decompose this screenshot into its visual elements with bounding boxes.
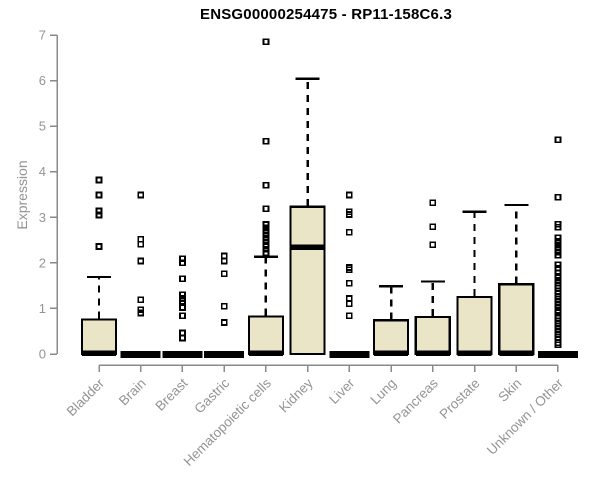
boxplot-liver	[329, 191, 370, 358]
outlier-point	[554, 248, 562, 256]
boxplot-pancreas	[414, 199, 451, 356]
outlier-point	[262, 205, 270, 212]
outlier-point	[220, 270, 228, 278]
outlier-point	[429, 223, 437, 231]
outlier-point	[179, 275, 186, 283]
x-tick-label-kidney: Kidney	[276, 375, 316, 415]
outlier-point	[346, 295, 353, 302]
outlier-point	[554, 276, 562, 284]
outlier-point	[262, 242, 270, 249]
outlier-point	[179, 295, 186, 302]
outlier-point	[137, 257, 145, 265]
y-tick-label: 3	[39, 210, 46, 225]
outlier-point	[179, 259, 186, 267]
boxplot-skin	[498, 203, 535, 356]
outlier-point	[554, 261, 562, 269]
outlier-point	[95, 191, 103, 199]
outlier-point	[346, 300, 353, 308]
y-axis: 0 1 2 3 4 5 6 7	[39, 28, 58, 362]
boxplot-bladder	[80, 176, 118, 356]
outlier-point	[262, 137, 270, 145]
outlier-point	[179, 312, 186, 320]
y-tick-label: 4	[39, 164, 46, 179]
outlier-point	[220, 302, 228, 310]
boxplot-lung	[372, 284, 410, 356]
x-tick-label-unknown-other: Unknown / Other	[484, 375, 567, 458]
outlier-point	[220, 319, 228, 326]
outlier-point	[137, 191, 145, 199]
y-tick-label: 1	[39, 301, 46, 316]
outlier-point	[262, 231, 270, 238]
outlier-point	[262, 234, 270, 242]
outlier-point	[95, 243, 103, 250]
boxplot-prostate	[456, 210, 493, 356]
outlier-point	[262, 221, 270, 228]
boxplot-unknown-other	[537, 136, 578, 358]
outlier-point	[179, 255, 186, 263]
boxplot-gastric	[204, 252, 245, 358]
outlier-point	[262, 249, 270, 257]
boxplot-brain	[120, 191, 161, 358]
x-tick-label-pancreas: Pancreas	[390, 375, 441, 426]
x-tick-label-breast: Breast	[152, 375, 190, 413]
outlier-point	[95, 207, 103, 215]
x-tick-label-brain: Brain	[116, 376, 149, 409]
outlier-point	[554, 234, 562, 242]
chart-title: ENSG00000254475 - RP11-158C6.3	[199, 6, 452, 23]
outlier-point	[346, 208, 353, 216]
outlier-point	[179, 304, 186, 311]
outlier-point	[220, 252, 228, 260]
y-tick-label: 6	[39, 73, 46, 88]
outlier-point	[262, 238, 270, 246]
outlier-point	[554, 264, 562, 272]
x-tick-label-bladder: Bladder	[64, 375, 108, 419]
outlier-point	[554, 220, 562, 228]
x-tick-label-prostate: Prostate	[437, 376, 483, 422]
outlier-point	[137, 296, 145, 304]
x-tick-label-skin: Skin	[495, 376, 524, 405]
outlier-point	[179, 291, 186, 299]
y-tick-label: 5	[39, 119, 46, 134]
outlier-point	[554, 244, 562, 252]
outlier-point	[95, 176, 103, 184]
outlier-point	[554, 273, 562, 280]
boxplot-breast	[162, 255, 203, 358]
outlier-point	[554, 314, 562, 322]
outlier-point	[346, 264, 353, 271]
x-tick-label-liver: Liver	[326, 375, 358, 407]
outlier-point	[262, 245, 270, 253]
outlier-point	[429, 241, 437, 248]
y-tick-label: 7	[39, 28, 46, 43]
outlier-point	[554, 238, 562, 245]
outlier-point	[554, 136, 562, 144]
boxplot-hematopoietic-cells	[247, 38, 285, 356]
outlier-point	[95, 211, 103, 219]
outlier-point	[346, 228, 353, 236]
y-tick-label: 0	[39, 347, 46, 362]
boxplot-kidney	[289, 77, 326, 356]
outlier-point	[554, 193, 562, 201]
outlier-point	[429, 199, 437, 207]
outlier-point	[137, 235, 145, 243]
outlier-point	[262, 182, 270, 189]
y-tick-label: 2	[39, 255, 46, 270]
x-tick-label-gastric: Gastric	[191, 375, 232, 416]
x-tick-label-lung: Lung	[367, 376, 399, 408]
outlier-point	[346, 280, 353, 287]
outlier-point	[137, 306, 145, 314]
outlier-point	[346, 312, 353, 320]
outlier-point	[179, 329, 186, 337]
outlier-point	[262, 38, 270, 46]
outlier-point	[346, 191, 353, 199]
